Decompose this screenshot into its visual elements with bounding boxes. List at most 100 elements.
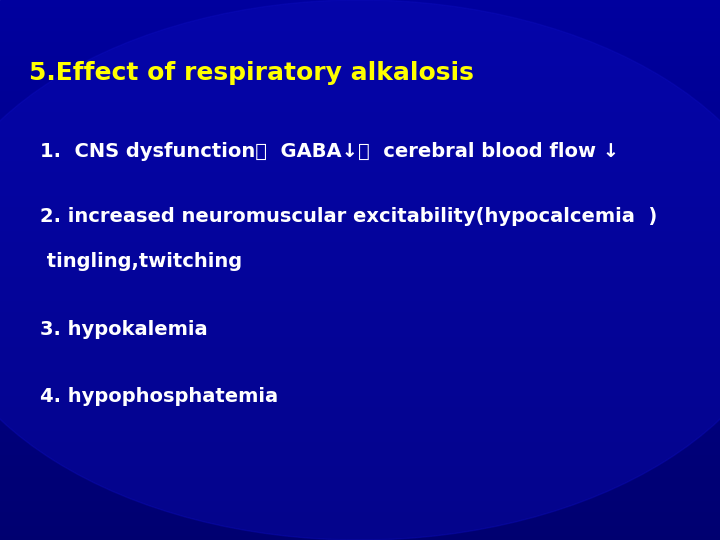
Bar [0, 97, 720, 100]
Bar [0, 197, 720, 200]
Bar [0, 367, 720, 370]
Bar [0, 467, 720, 470]
Bar [0, 186, 720, 189]
Bar [0, 54, 720, 57]
Bar [0, 475, 720, 478]
Bar [0, 94, 720, 97]
Bar [0, 100, 720, 103]
Bar [0, 270, 720, 273]
Bar [0, 251, 720, 254]
Bar [0, 378, 720, 381]
Bar [0, 267, 720, 270]
Bar [0, 59, 720, 62]
Bar [0, 408, 720, 410]
Bar [0, 216, 720, 219]
Bar [0, 383, 720, 386]
Bar [0, 230, 720, 232]
Bar [0, 335, 720, 338]
Bar [0, 78, 720, 81]
Bar [0, 103, 720, 105]
Bar [0, 324, 720, 327]
Bar [0, 478, 720, 481]
Bar [0, 300, 720, 302]
Bar [0, 154, 720, 157]
Bar [0, 116, 720, 119]
Bar [0, 359, 720, 362]
Bar [0, 524, 720, 526]
Bar [0, 321, 720, 324]
Bar [0, 451, 720, 454]
Bar [0, 43, 720, 46]
Bar [0, 157, 720, 159]
Text: tingling,twitching: tingling,twitching [40, 252, 242, 272]
Bar [0, 464, 720, 467]
Bar [0, 275, 720, 278]
Bar [0, 462, 720, 464]
Bar [0, 437, 720, 440]
Bar [0, 16, 720, 19]
Bar [0, 416, 720, 418]
Bar [0, 302, 720, 305]
Bar [0, 294, 720, 297]
Bar [0, 227, 720, 229]
Bar [0, 354, 720, 356]
Bar [0, 194, 720, 197]
Bar [0, 281, 720, 284]
Bar [0, 19, 720, 22]
Bar [0, 400, 720, 402]
Bar [0, 402, 720, 405]
Bar [0, 319, 720, 321]
Bar [0, 27, 720, 30]
Bar [0, 127, 720, 130]
Bar [0, 178, 720, 181]
Bar [0, 310, 720, 313]
Text: 3. hypokalemia: 3. hypokalemia [40, 320, 207, 339]
Bar [0, 413, 720, 416]
Bar [0, 8, 720, 11]
Bar [0, 184, 720, 186]
Bar [0, 500, 720, 502]
Bar [0, 146, 720, 148]
Bar [0, 526, 720, 529]
Bar [0, 240, 720, 243]
Bar [0, 340, 720, 343]
Bar [0, 435, 720, 437]
Bar [0, 289, 720, 292]
Bar [0, 51, 720, 54]
Bar [0, 537, 720, 540]
Bar [0, 208, 720, 211]
Bar [0, 386, 720, 389]
Bar [0, 262, 720, 265]
Bar [0, 5, 720, 8]
Bar [0, 68, 720, 70]
Bar [0, 140, 720, 143]
Bar [0, 486, 720, 489]
Bar [0, 405, 720, 408]
Bar [0, 122, 720, 124]
Bar [0, 176, 720, 178]
Bar [0, 108, 720, 111]
Bar [0, 459, 720, 462]
Text: 4. hypophosphatemia: 4. hypophosphatemia [40, 387, 278, 407]
Bar [0, 292, 720, 294]
Bar [0, 32, 720, 35]
Bar [0, 508, 720, 510]
Bar [0, 232, 720, 235]
Bar [0, 448, 720, 451]
Bar [0, 470, 720, 472]
Bar [0, 505, 720, 508]
Bar [0, 181, 720, 184]
Bar [0, 111, 720, 113]
Bar [0, 3, 720, 5]
Bar [0, 429, 720, 432]
Bar [0, 305, 720, 308]
Bar [0, 516, 720, 518]
Bar [0, 151, 720, 154]
Bar [0, 332, 720, 335]
Bar [0, 418, 720, 421]
Bar [0, 373, 720, 375]
Bar [0, 246, 720, 248]
Bar [0, 65, 720, 68]
Bar [0, 348, 720, 351]
Bar [0, 502, 720, 505]
